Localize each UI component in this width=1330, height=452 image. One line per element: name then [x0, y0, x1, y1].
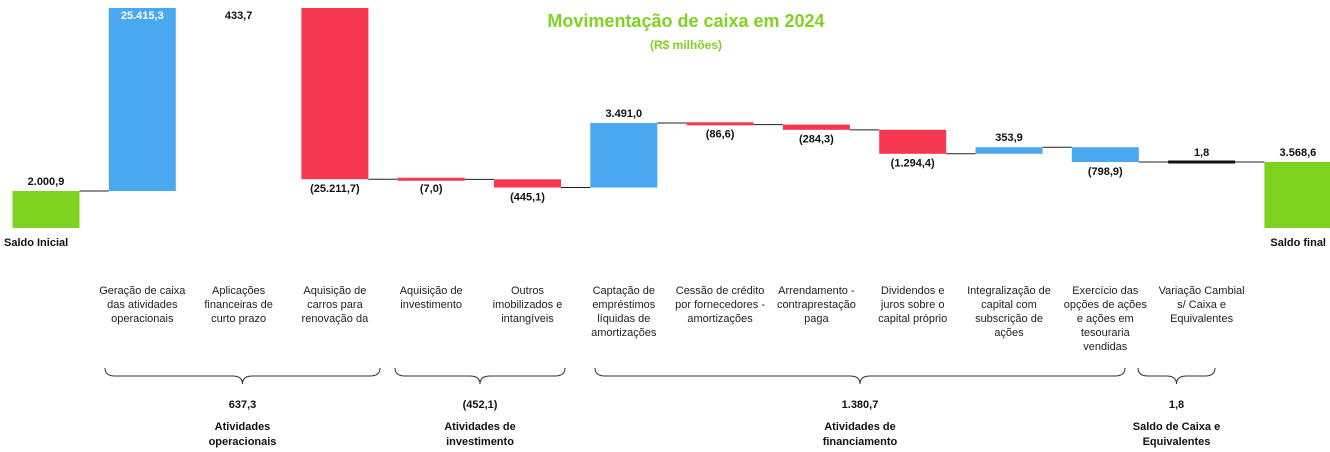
value-label: 3.491,0: [605, 108, 642, 120]
brace: [1137, 367, 1216, 385]
chart-title: Movimentação de caixa em 2024: [547, 11, 824, 31]
category-label: Dividendos e juros sobre o capital própr…: [878, 285, 948, 325]
brace: [594, 367, 1126, 385]
value-label: (25.211,7): [310, 183, 360, 195]
value-label: (798,9): [1088, 166, 1123, 178]
category-label: Variação Cambial s/ Caixa e Equivalentes: [1158, 285, 1245, 325]
value-label: (7,0): [420, 183, 443, 195]
group-name: Atividades de financiamento: [822, 421, 898, 448]
group-name: Saldo de Caixa e Equivalentes: [1132, 421, 1221, 448]
group-value: 1,8: [1169, 399, 1184, 411]
bar: [686, 122, 754, 126]
bar: [494, 179, 561, 188]
category-label: Saldo Inicial: [4, 237, 68, 249]
value-label: 353,9: [995, 132, 1023, 144]
category-label: Saldo final: [1270, 237, 1326, 249]
group-name: Atividades de investimento: [444, 421, 516, 448]
value-label: (445,1): [510, 191, 545, 203]
value-label: (284,3): [799, 134, 834, 146]
value-label: 2.000,9: [28, 176, 65, 188]
bar: [301, 8, 369, 180]
bar: [782, 124, 850, 130]
bar: [975, 147, 1043, 154]
bar: [108, 8, 176, 191]
category-label: Exercício das opções de ações e ações em…: [1063, 285, 1147, 353]
brace: [394, 367, 566, 385]
group-value: 1.380,7: [842, 399, 879, 411]
group-name: Atividades operacionais: [208, 421, 277, 448]
group-value: (452,1): [463, 399, 498, 411]
category-label: Outros imobilizados e intangíveis: [492, 285, 563, 325]
bar: [1071, 147, 1139, 163]
brace: [104, 367, 381, 385]
value-label: 25.415,3: [121, 10, 164, 22]
category-label: Captação de empréstimos líquidas de amor…: [591, 285, 657, 339]
chart-subtitle: (R$ milhões): [650, 38, 722, 52]
category-label: Integralização de capital com subscrição…: [967, 285, 1051, 339]
bar: [879, 129, 947, 154]
value-label: 3.568,6: [1280, 147, 1317, 159]
category-label: Aplicações financeiras de curto prazo: [204, 285, 273, 325]
group-value: 637,3: [229, 399, 257, 411]
value-label: (1.294,4): [891, 158, 935, 170]
category-label: Cessão de crédito por fornecedores - amo…: [675, 285, 766, 325]
bar: [590, 122, 658, 188]
bar: [1168, 160, 1236, 164]
bar: [397, 177, 465, 181]
bar: [12, 190, 80, 228]
category-label: Arrendamento - contraprestação paga: [776, 285, 856, 325]
category-label: Geração de caixa das atividades operacio…: [99, 285, 186, 325]
value-label: 1,8: [1194, 147, 1209, 159]
value-label: (86,6): [706, 128, 735, 140]
value-label: 433,7: [225, 10, 253, 22]
category-label: Aquisição de carros para renovação da: [301, 285, 369, 325]
bar: [1264, 161, 1330, 228]
category-label: Aquisição de investimento: [399, 285, 463, 311]
